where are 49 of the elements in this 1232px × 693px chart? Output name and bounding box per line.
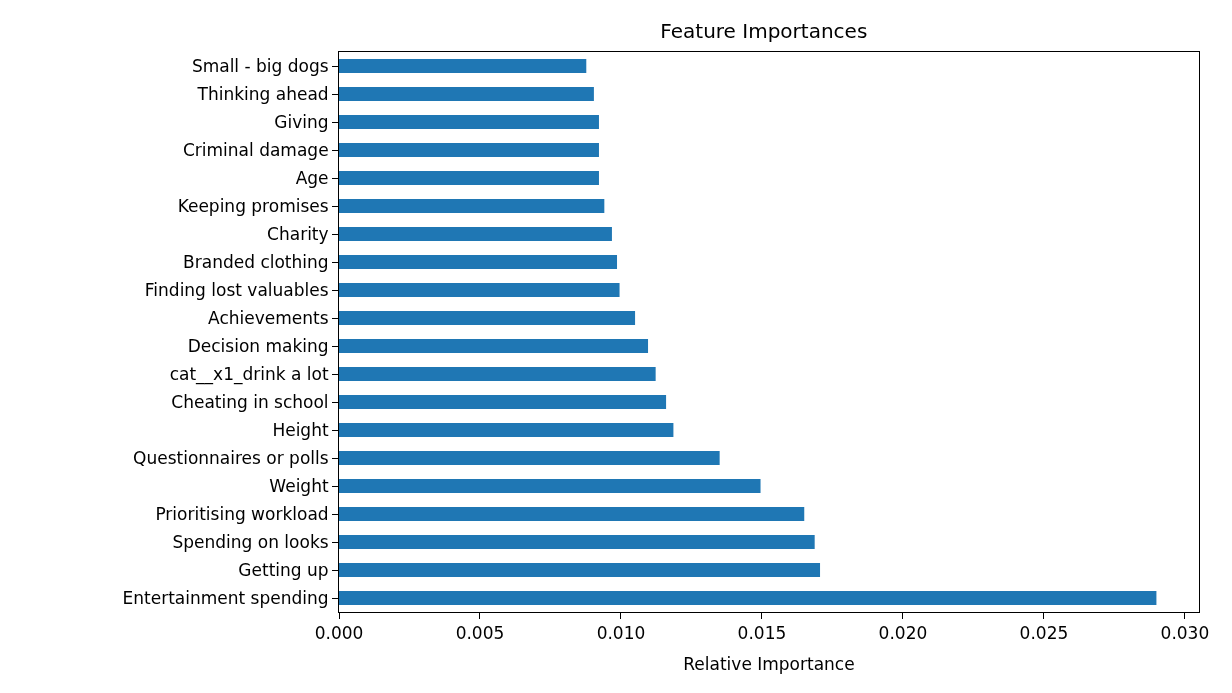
bar [339, 591, 1157, 605]
y-tick-label: cat__x1_drink a lot [169, 363, 329, 385]
bar [339, 367, 656, 381]
bar [339, 143, 599, 157]
y-tick-label: Thinking ahead [196, 83, 329, 104]
bar [339, 87, 594, 101]
x-tick-label: 0.015 [737, 623, 787, 644]
x-tick-label: 0.000 [314, 623, 364, 644]
bar [339, 339, 649, 353]
chart-title: Feature Importances [660, 19, 868, 44]
y-tick-label: Getting up [238, 559, 329, 580]
y-tick-label: Criminal damage [182, 139, 329, 160]
y-tick-label: Weight [269, 475, 329, 496]
y-tick-label: Charity [267, 223, 329, 244]
y-tick-label: Questionnaires or polls [133, 447, 329, 468]
y-tick-label: Spending on looks [172, 531, 329, 552]
y-tick-label: Keeping promises [177, 195, 329, 216]
bar [339, 451, 720, 465]
bar [339, 171, 599, 185]
x-tick-label: 0.005 [455, 623, 505, 644]
y-tick-label: Age [295, 167, 329, 188]
bar [339, 423, 674, 437]
y-tick-label: Small - big dogs [191, 55, 329, 76]
y-tick-label: Giving [274, 111, 329, 132]
bar [339, 535, 815, 549]
bar [339, 115, 599, 129]
y-tick-label: Achievements [208, 307, 329, 328]
bar [339, 395, 667, 409]
y-tick-label: Height [272, 419, 329, 440]
y-tick-label: Branded clothing [183, 251, 329, 272]
bar [339, 283, 620, 297]
bar [339, 311, 636, 325]
y-tick-label: Finding lost valuables [144, 279, 329, 300]
x-axis-title: Relative Importance [683, 653, 855, 674]
x-tick-label: 0.010 [596, 623, 646, 644]
bar [339, 563, 821, 577]
bar [339, 255, 618, 269]
y-tick-label: Entertainment spending [122, 587, 329, 608]
y-tick-label: Cheating in school [171, 391, 329, 412]
bar [339, 227, 612, 241]
y-tick-label: Decision making [187, 335, 329, 356]
x-tick-label: 0.020 [878, 623, 928, 644]
bar [339, 507, 805, 521]
x-tick-label: 0.030 [1160, 623, 1210, 644]
bar [339, 199, 605, 213]
x-tick-label: 0.025 [1019, 623, 1069, 644]
bar [339, 59, 587, 73]
y-tick-label: Prioritising workload [155, 503, 329, 524]
bar [339, 479, 761, 493]
